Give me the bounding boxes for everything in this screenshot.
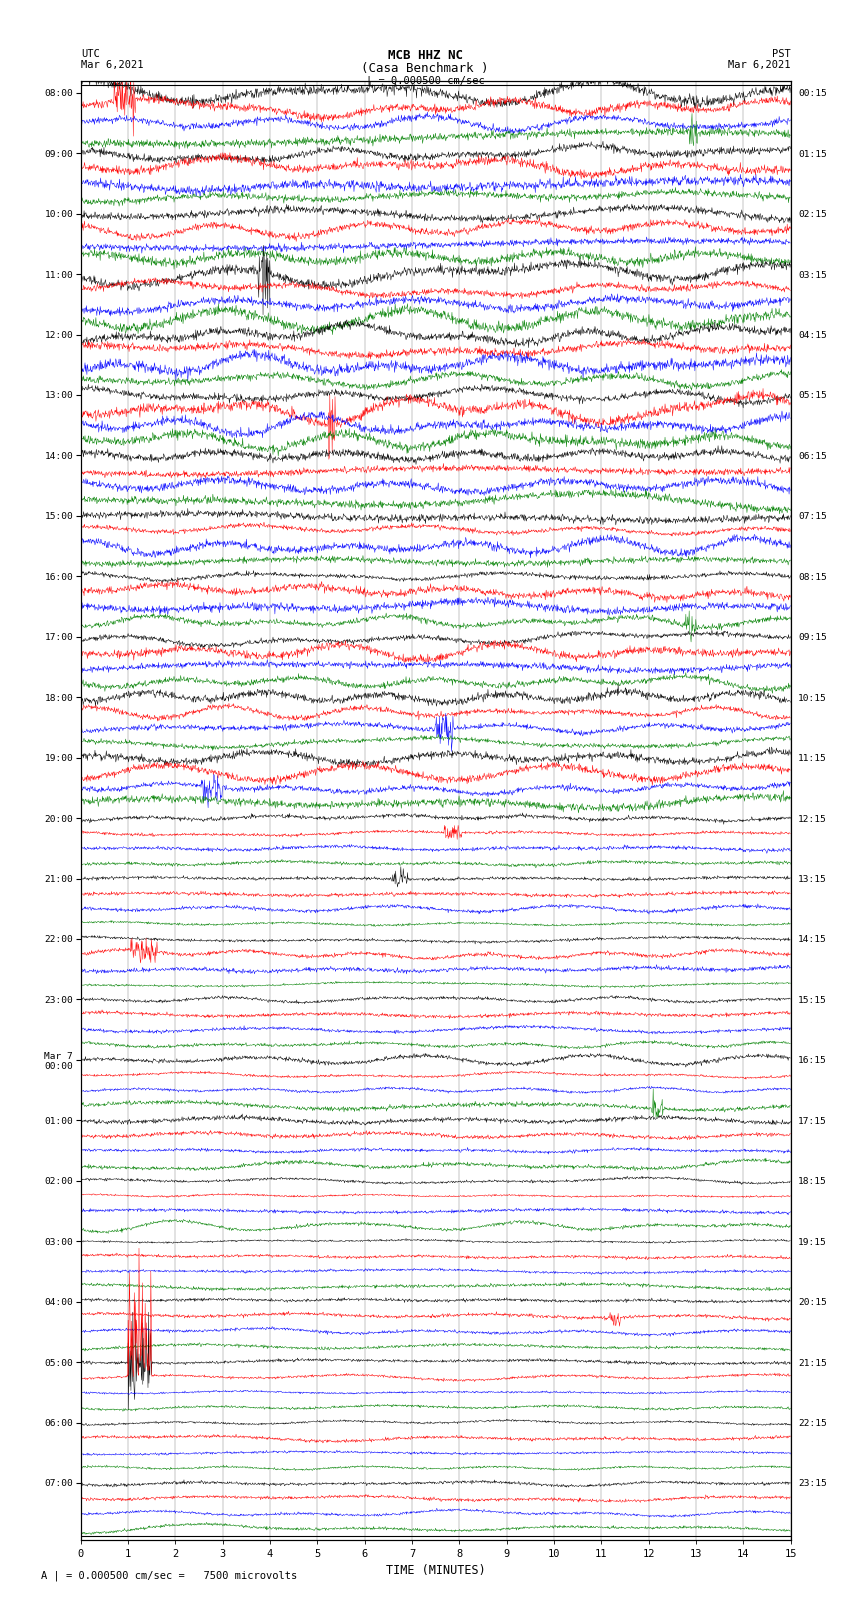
X-axis label: TIME (MINUTES): TIME (MINUTES) xyxy=(386,1563,485,1576)
Text: A | = 0.000500 cm/sec =   7500 microvolts: A | = 0.000500 cm/sec = 7500 microvolts xyxy=(41,1569,297,1581)
Text: Mar 6,2021: Mar 6,2021 xyxy=(81,60,144,71)
Text: PST: PST xyxy=(772,50,791,60)
Text: | = 0.000500 cm/sec: | = 0.000500 cm/sec xyxy=(366,76,484,85)
Text: Mar 6,2021: Mar 6,2021 xyxy=(728,60,791,71)
Text: (Casa Benchmark ): (Casa Benchmark ) xyxy=(361,63,489,76)
Text: UTC: UTC xyxy=(81,50,99,60)
Text: MCB HHZ NC: MCB HHZ NC xyxy=(388,50,462,63)
